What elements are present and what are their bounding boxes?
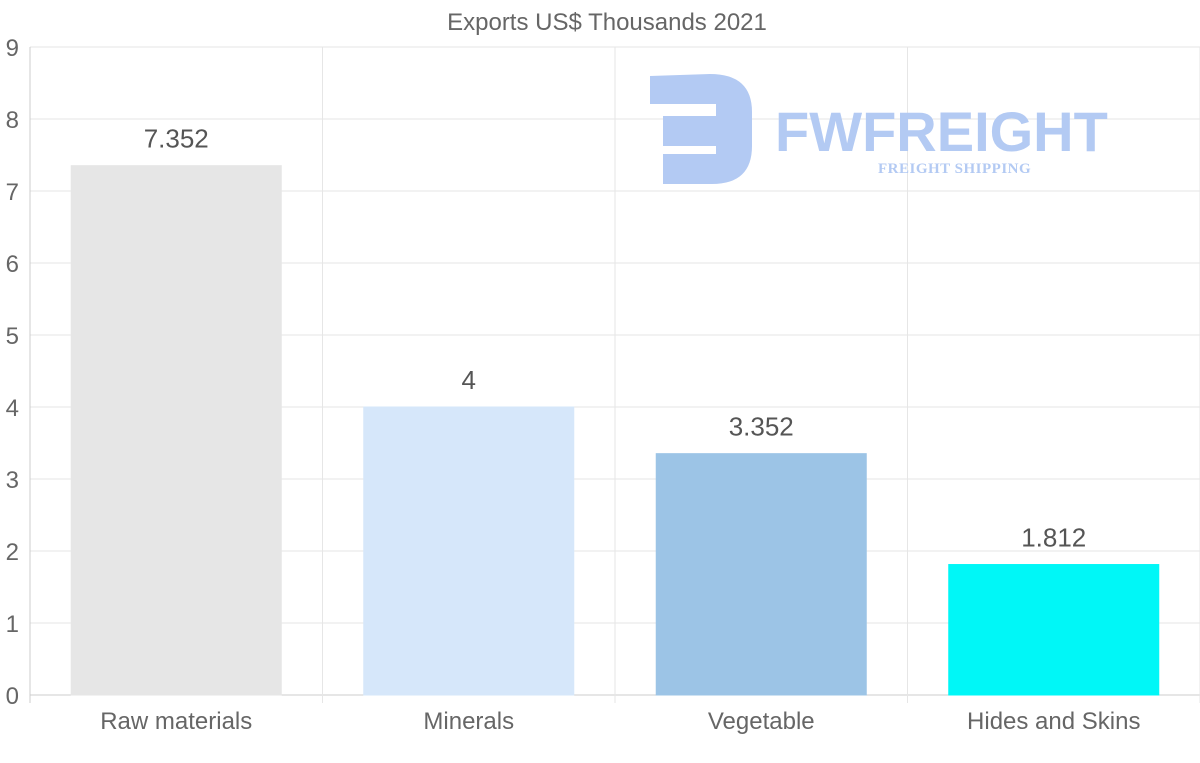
chart-title: Exports US$ Thousands 2021 — [447, 9, 767, 36]
data-label: 1.812 — [1021, 523, 1086, 553]
y-tick-label: 6 — [6, 251, 19, 278]
bar-vegetable — [655, 453, 867, 696]
data-label: 7.352 — [144, 124, 209, 154]
bar-minerals — [363, 406, 575, 696]
y-tick-label: 1 — [6, 611, 19, 638]
y-tick-label: 0 — [6, 683, 19, 710]
data-label: 4 — [462, 365, 476, 395]
value-labels: 7.352 4 3.352 1.812 — [144, 124, 1087, 553]
y-tick-label: 2 — [6, 539, 19, 566]
y-tick-label: 5 — [6, 323, 19, 350]
x-axis: Raw materials Minerals Vegetable Hides and … — [100, 708, 1140, 735]
y-tick-label: 4 — [6, 395, 19, 422]
y-tick-label: 7 — [6, 179, 19, 206]
y-tick-label: 3 — [6, 467, 19, 494]
bar-hides-and-skins — [948, 564, 1160, 696]
y-tick-label: 9 — [6, 35, 19, 62]
bar-raw-materials — [70, 165, 282, 696]
x-tick-label: Vegetable — [708, 708, 815, 735]
y-axis: 0 1 2 3 4 5 6 7 8 9 — [6, 35, 19, 710]
watermark-tagline: FREIGHT SHIPPING — [878, 161, 1031, 177]
x-tick-label: Hides and Skins — [967, 708, 1140, 735]
data-label: 3.352 — [729, 412, 794, 442]
y-tick-label: 8 — [6, 107, 19, 134]
x-tick-label: Raw materials — [100, 708, 252, 735]
x-tick-label: Minerals — [423, 708, 514, 735]
bars — [70, 165, 1160, 696]
fwfreight-logo-icon — [650, 74, 752, 184]
watermark-brand: FWFREIGHT — [775, 100, 1108, 163]
watermark: FWFREIGHT FREIGHT SHIPPING — [650, 74, 1108, 184]
